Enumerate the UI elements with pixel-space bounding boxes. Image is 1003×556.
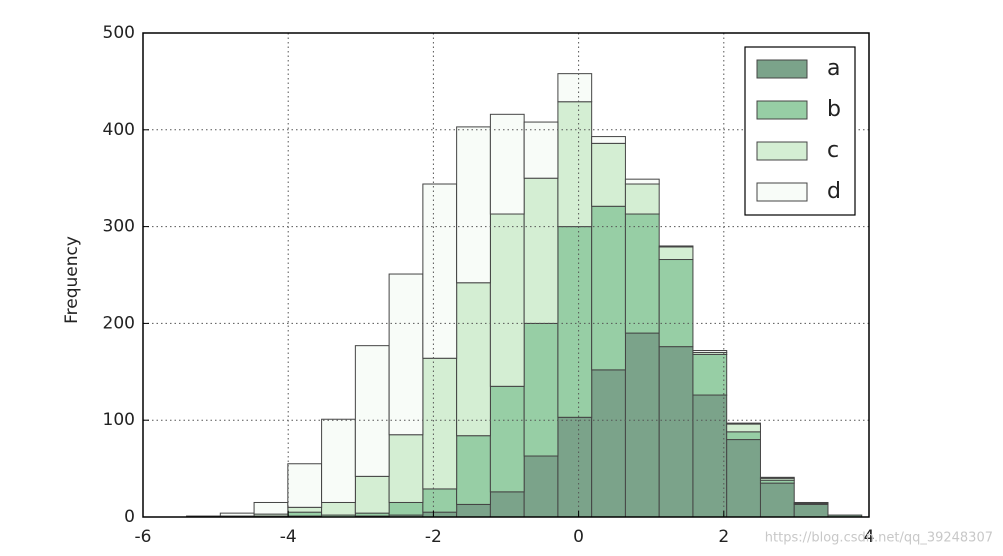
bar-segment [658,259,694,348]
bar-segment [658,346,694,518]
x-tick-label: 4 [864,527,875,547]
x-tick-label: 2 [718,527,729,547]
bar-segment [759,482,795,518]
bar-segment [219,512,255,517]
watermark: https://blog.csdn.net/qq_39248307 [765,531,993,546]
legend-swatch [756,182,808,202]
y-tick-label: 300 [103,217,135,237]
legend-swatch [756,59,808,79]
bar-segment [287,511,323,517]
bar-segment [456,435,491,505]
bar-segment [692,350,728,353]
bar-segment [726,422,761,425]
bar-segment [422,183,458,359]
bar-segment [388,434,424,503]
bar-segment [692,394,728,518]
bar-segment [793,503,829,518]
bar-segment [591,205,626,371]
bar-segment [489,113,525,215]
bar-segment [489,491,525,518]
bar-segment [354,345,390,477]
bar-segment [591,142,626,207]
bar-segment [624,332,660,518]
bar-segment [591,369,626,518]
bar-segment [253,501,289,515]
bar-segment [692,353,728,396]
bar-segment [557,73,593,103]
y-tick-label: 500 [103,23,135,43]
bar-segment [523,455,559,518]
bar-segment [523,121,559,179]
bar-segment [557,101,593,228]
y-tick-label: 100 [103,410,135,430]
y-tick-label: 0 [124,507,135,527]
bar-segment [759,476,795,479]
bar-segment [624,178,660,185]
x-tick-label: 0 [573,527,584,547]
x-tick-label: -6 [135,527,152,547]
bar-segment [321,501,356,516]
bar-segment [489,213,525,387]
bar-segment [726,423,761,433]
bar-segment [489,385,525,493]
bar-segment [456,282,491,437]
bar-segment [422,488,458,513]
x-tick-label: -4 [280,527,297,547]
bar-segment [388,273,424,436]
bar-segment [557,226,593,418]
bar-segment [287,463,323,508]
legend-swatch [756,100,808,120]
legend-label: d [827,179,841,204]
legend-swatch [756,141,808,161]
bar-segment [624,183,660,215]
bar-segment [726,439,761,518]
legend-label: c [827,138,839,163]
y-axis-label: Frequency [62,236,82,324]
bar-segment [456,503,491,518]
bar-segment [658,246,694,261]
bar-segment [523,177,559,324]
x-tick-label: -2 [425,527,442,547]
bar-segment [557,416,593,518]
bar-segment [726,431,761,441]
bar-segment [523,322,559,457]
bar-segment [793,501,829,504]
legend-label: b [827,97,841,122]
bar-segment [388,501,424,516]
bar-segment [287,506,323,513]
legend-label: a [827,56,840,81]
bar-segment [321,418,356,503]
plot-frame [142,32,870,518]
bar-segment [354,475,390,514]
bar-segment [624,213,660,334]
bar-segment [658,245,694,248]
bar-segment [456,126,491,284]
y-tick-label: 200 [103,313,135,333]
bar-segment [591,136,626,144]
bar-segment [422,357,458,490]
y-tick-label: 400 [103,120,135,140]
